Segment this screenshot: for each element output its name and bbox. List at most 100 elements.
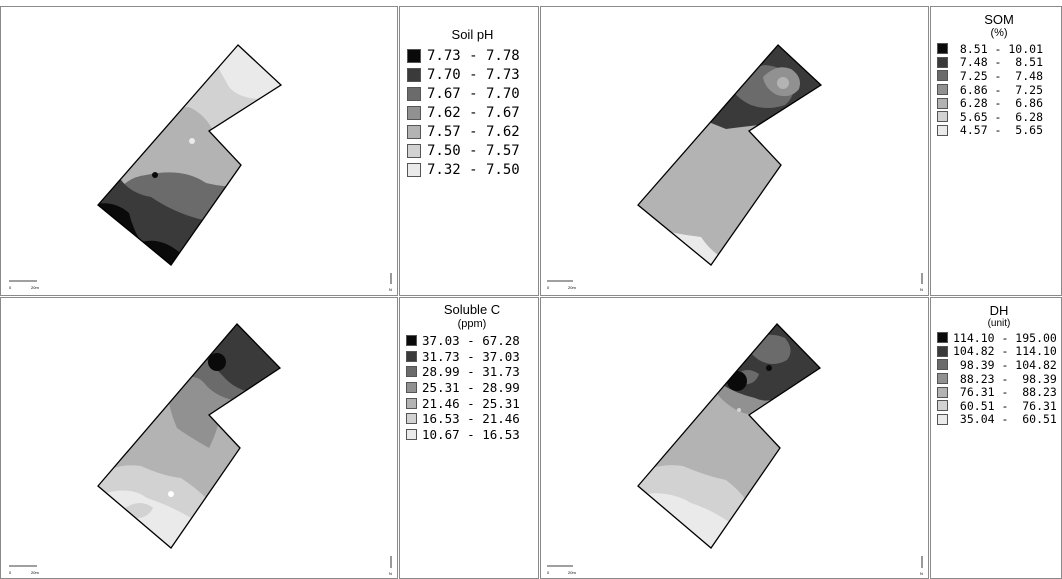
legend-item: 4.57 - 5.65: [937, 123, 1061, 138]
legend-range: 7.57 - 7.62: [427, 123, 520, 140]
north-label: N: [920, 571, 923, 576]
map-panel-dh: 0 20m N: [540, 297, 929, 579]
legend-item: 28.99 - 31.73: [406, 364, 538, 380]
legend-range: 7.62 - 7.67: [427, 104, 520, 121]
map-panel-som: 0 20m N: [540, 6, 929, 296]
legend-range: 76.31 - 88.23: [953, 385, 1057, 400]
scale-end-label: 20m: [568, 285, 576, 290]
legend-swatch: [937, 43, 948, 55]
legend-swatch: [407, 143, 421, 158]
legend-subtitle: (ppm): [457, 318, 487, 330]
legend-swatch: [937, 70, 948, 82]
legend-range: 7.32 - 7.50: [427, 161, 520, 178]
legend-swatch: [406, 382, 417, 394]
legend-swatch: [407, 67, 421, 82]
legend-range: 7.67 - 7.70: [427, 85, 520, 102]
legend-title: Soluble C: [443, 302, 501, 317]
legend-range: 35.04 - 60.51: [953, 412, 1057, 427]
legend-range: 4.57 - 5.65: [953, 123, 1044, 138]
zone-37-03-67-28: [208, 353, 226, 371]
scale-start-label: 0: [9, 285, 12, 290]
legend-item: 6.28 - 6.86: [937, 96, 1061, 110]
legend-item: 7.67 - 7.70: [407, 84, 538, 103]
legend-range: 7.48 - 8.51: [953, 55, 1044, 70]
legend-swatch: [937, 111, 948, 123]
legend-title: SOM: [984, 12, 1014, 27]
legend-swatch: [937, 400, 948, 412]
legend-range: 8.51 - 10.01: [953, 41, 1044, 56]
legend-swatch: [937, 386, 948, 398]
legend-item: 21.46 - 25.31: [406, 395, 538, 411]
legend-item: 98.39 - 104.82: [937, 358, 1061, 372]
map-dh: 0 20m N: [547, 323, 923, 576]
map-panel-soil-ph: 0 20m N: [0, 6, 398, 296]
legend-list: 114.10 - 195.00 104.82 - 114.10 98.39 - …: [937, 331, 1061, 426]
legend-title: Soil pH: [451, 27, 494, 42]
map-panel-soluble-c: 0 20m N: [0, 297, 398, 579]
legend-swatch: [937, 97, 948, 109]
legend-item: 60.51 - 76.31: [937, 399, 1061, 413]
legend-swatch: [937, 56, 948, 68]
legend-item: 7.25 - 7.48: [937, 69, 1061, 83]
legend-range: 6.86 - 7.25: [953, 82, 1044, 97]
legend-item: 8.51 - 10.01: [937, 42, 1061, 56]
scale-end-label: 20m: [568, 570, 576, 575]
legend-range: 7.50 - 7.57: [427, 142, 520, 159]
legend-range: 6.28 - 6.86: [953, 96, 1044, 111]
legend-item: 35.04 - 60.51: [937, 412, 1061, 427]
legend-swatch: [937, 413, 948, 425]
legend-item: 5.65 - 6.28: [937, 110, 1061, 124]
legend-swatch: [407, 105, 421, 120]
spot-light: [737, 408, 741, 412]
legend-item: 10.67 - 16.53: [406, 427, 538, 443]
legend-range: 21.46 - 25.31: [422, 395, 520, 411]
legend-range: 16.53 - 21.46: [422, 411, 520, 427]
north-label: N: [389, 571, 392, 576]
legend-item: 7.70 - 7.73: [407, 65, 538, 84]
legend-item: 16.53 - 21.46: [406, 411, 538, 427]
zone-114-10-195-00: [727, 371, 747, 391]
spot-light: [685, 141, 689, 145]
legend-swatch: [937, 345, 948, 357]
legend-item: 76.31 - 88.23: [937, 385, 1061, 399]
legend-range: 114.10 - 195.00: [953, 330, 1057, 345]
legend-item: 31.73 - 37.03: [406, 349, 538, 365]
scale-end-label: 20m: [31, 570, 39, 575]
spot-som-center: [777, 77, 789, 89]
legend-soluble-c: Soluble C (ppm) 37.03 - 67.28 31.73 - 37…: [399, 297, 539, 579]
legend-item: 6.86 - 7.25: [937, 83, 1061, 97]
legend-range: 7.73 - 7.78: [427, 47, 520, 64]
legend-item: 7.48 - 8.51: [937, 55, 1061, 70]
legend-swatch: [937, 124, 948, 136]
legend-item: 7.50 - 7.57: [407, 141, 538, 160]
legend-range: 10.67 - 16.53: [422, 426, 520, 442]
legend-title: DH: [989, 303, 1009, 318]
legend-range: 31.73 - 37.03: [422, 348, 520, 364]
scale-end-label: 20m: [31, 285, 39, 290]
legend-som: SOM (%) 8.51 - 10.01 7.48 - 8.51 7.25 - …: [930, 6, 1062, 296]
legend-range: 60.51 - 76.31: [953, 398, 1057, 413]
legend-range: 98.39 - 104.82: [953, 357, 1057, 372]
legend-item: 7.73 - 7.78: [407, 46, 538, 65]
scale-start-label: 0: [9, 570, 12, 575]
legend-swatch: [407, 124, 421, 139]
legend-item: 7.57 - 7.62: [407, 122, 538, 141]
legend-item: 7.32 - 7.50: [407, 160, 538, 179]
scale-start-label: 0: [547, 570, 550, 575]
legend-list: 8.51 - 10.01 7.48 - 8.51 7.25 - 7.48 6.8…: [937, 42, 1061, 137]
spot-dark: [766, 365, 772, 371]
legend-item: 114.10 - 195.00: [937, 331, 1061, 345]
legend-subtitle: (%): [990, 27, 1008, 39]
map-soluble-c: 0 20m N: [9, 323, 392, 576]
scale-start-label: 0: [547, 285, 550, 290]
legend-swatch: [937, 373, 948, 385]
legend-list: 37.03 - 67.28 31.73 - 37.03 28.99 - 31.7…: [406, 333, 538, 442]
legend-swatch: [406, 366, 417, 378]
legend-item: 104.82 - 114.10: [937, 344, 1061, 359]
legend-swatch: [937, 332, 948, 344]
legend-range: 7.25 - 7.48: [953, 68, 1044, 83]
legend-range: 104.82 - 114.10: [953, 344, 1057, 359]
legend-range: 37.03 - 67.28: [422, 333, 520, 349]
legend-swatch: [406, 413, 417, 425]
legend-range: 7.70 - 7.73: [427, 66, 520, 83]
